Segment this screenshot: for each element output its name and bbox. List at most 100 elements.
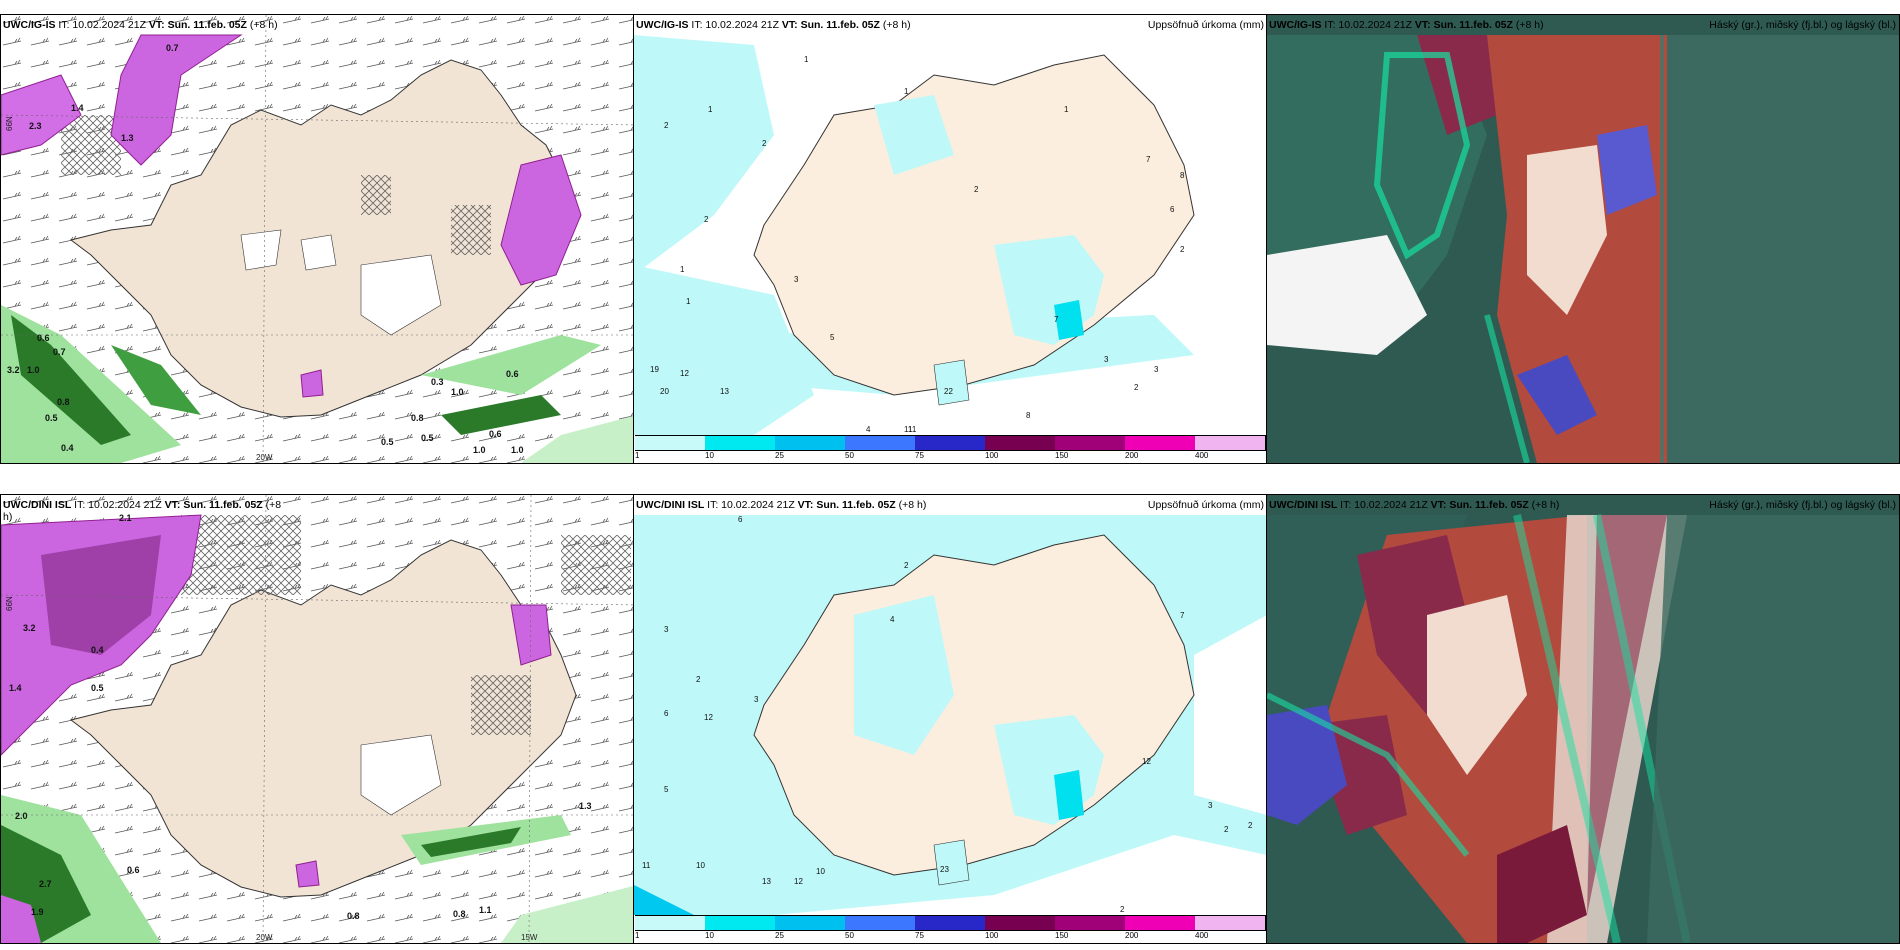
precip-label: 11 [908,425,917,434]
ice-label: 2.7 [39,879,52,889]
ice-label: 1.0 [473,445,486,455]
colorbar-tick: 10 [705,451,714,460]
ice-label: 1.4 [9,683,22,693]
precip-label: 10 [816,867,825,876]
colorbar: 1 10 25 50 75 100 150 200 400 [634,915,1267,943]
colorbar-swatch [1055,435,1126,451]
colorbar-tick: 75 [915,451,924,460]
precip-label: 12 [1142,757,1151,766]
lon-label: 15W [521,933,538,942]
lon-label: 20W [256,453,273,462]
colorbar-swatch [845,915,916,931]
ice-label: 0.6 [37,333,50,343]
precip-label: 7 [1146,155,1151,164]
ice-label: 0.5 [91,683,104,693]
precip-label: 7 [1180,611,1185,620]
precip-label: 11 [642,861,651,870]
ice-label: 2.3 [29,121,42,131]
precip-label: 3 [754,695,759,704]
colorbar-tick: 1 [635,931,640,940]
colorbar-swatch [1195,915,1266,931]
colorbar-swatch [845,435,916,451]
ice-label: 1.1 [479,905,492,915]
precip-label: 4 [890,615,895,624]
ice-label: 2.0 [15,811,28,821]
cloud-map-bottom [1267,495,1899,943]
precip-label: 1 [804,55,809,64]
colorbar-swatch [635,915,706,931]
precip-label: 7 [1054,315,1059,324]
lon-label: 20W [256,933,273,942]
panel-header: UWC/DINI ISL IT: 10.02.2024 21Z VT: Sun.… [636,499,927,511]
precip-label: 22 [944,387,953,396]
precip-label: 3 [664,625,669,634]
precip-label: 1 [680,265,685,274]
panel-cloud-top: UWC/IG-IS IT: 10.02.2024 21Z VT: Sun. 11… [1266,14,1900,464]
panel-precip-top: UWC/IG-IS IT: 10.02.2024 21Z VT: Sun. 11… [633,14,1268,464]
colorbar-swatch [1195,435,1266,451]
colorbar-tick: 100 [985,451,999,460]
precip-label: 11 [904,425,913,434]
ice-label: 0.5 [45,413,58,423]
colorbar-swatch [1125,915,1196,931]
precip-label: 12 [704,713,713,722]
colorbar-tick: 150 [1055,931,1069,940]
precip-label: 23 [940,865,949,874]
precip-label: 12 [794,877,803,886]
precip-label: 2 [974,185,979,194]
colorbar-swatch [915,435,986,451]
ice-label: 1.9 [31,907,44,917]
ice-label: 1.0 [511,445,524,455]
precip-label: 6 [738,515,743,524]
precip-label: 5 [664,785,669,794]
colorbar: 1 10 25 50 75 100 150 200 400 [634,435,1267,463]
colorbar-swatch [775,915,846,931]
panel-header: UWC/DINI ISL IT: 10.02.2024 21Z VT: Sun.… [3,499,282,511]
colorbar-tick: 150 [1055,451,1069,460]
colorbar-tick: 100 [985,931,999,940]
precip-label: 5 [830,333,835,342]
ice-label: 1.3 [579,801,592,811]
ice-label: 0.8 [57,397,70,407]
precip-label: 6 [664,709,669,718]
precip-label: 19 [650,365,659,374]
precip-label: 1 [904,87,909,96]
ice-label: 3.2 [23,623,36,633]
colorbar-tick: 200 [1125,451,1139,460]
ice-map-top [1,15,637,463]
panel-title-right: Uppsöfnuð úrkoma (mm) [1147,19,1264,31]
precip-label: 2 [1120,905,1125,914]
ice-label: 3.2 [7,365,20,375]
colorbar-swatch [985,435,1056,451]
colorbar-swatch [985,915,1056,931]
precip-label: 3 [1104,355,1109,364]
colorbar-tick: 25 [775,931,784,940]
precip-map-top [634,15,1267,463]
precip-label: 3 [1208,801,1213,810]
colorbar-tick: 400 [1195,451,1209,460]
precip-label: 2 [1248,821,1253,830]
panel-ice-bottom: UWC/DINI ISL IT: 10.02.2024 21Z VT: Sun.… [0,494,638,944]
ice-label: 0.6 [489,429,502,439]
ice-label: 1.3 [121,133,134,143]
precip-label: 2 [696,675,701,684]
lat-label: 66N [5,596,14,611]
colorbar-swatch [705,435,776,451]
ice-label: 1.4 [71,103,84,113]
precip-label: 6 [1170,205,1175,214]
panel-ice-top: UWC/IG-IS IT: 10.02.2024 21Z VT: Sun. 11… [0,14,638,464]
precip-label: 20 [660,387,669,396]
ice-label: 0.5 [421,433,434,443]
precip-label: 3 [1154,365,1159,374]
precip-label: 4 [866,425,871,434]
precip-label: 1 [1064,105,1069,114]
precip-label: 2 [1224,825,1229,834]
ice-map-bottom [1,495,637,943]
lat-label: 66N [5,116,14,131]
colorbar-swatch [1055,915,1126,931]
ice-label: 0.8 [453,909,466,919]
ice-label: 0.8 [411,413,424,423]
panel-header: UWC/IG-IS IT: 10.02.2024 21Z VT: Sun. 11… [3,19,278,31]
precip-label: 2 [904,561,909,570]
precip-label: 8 [1026,411,1031,420]
